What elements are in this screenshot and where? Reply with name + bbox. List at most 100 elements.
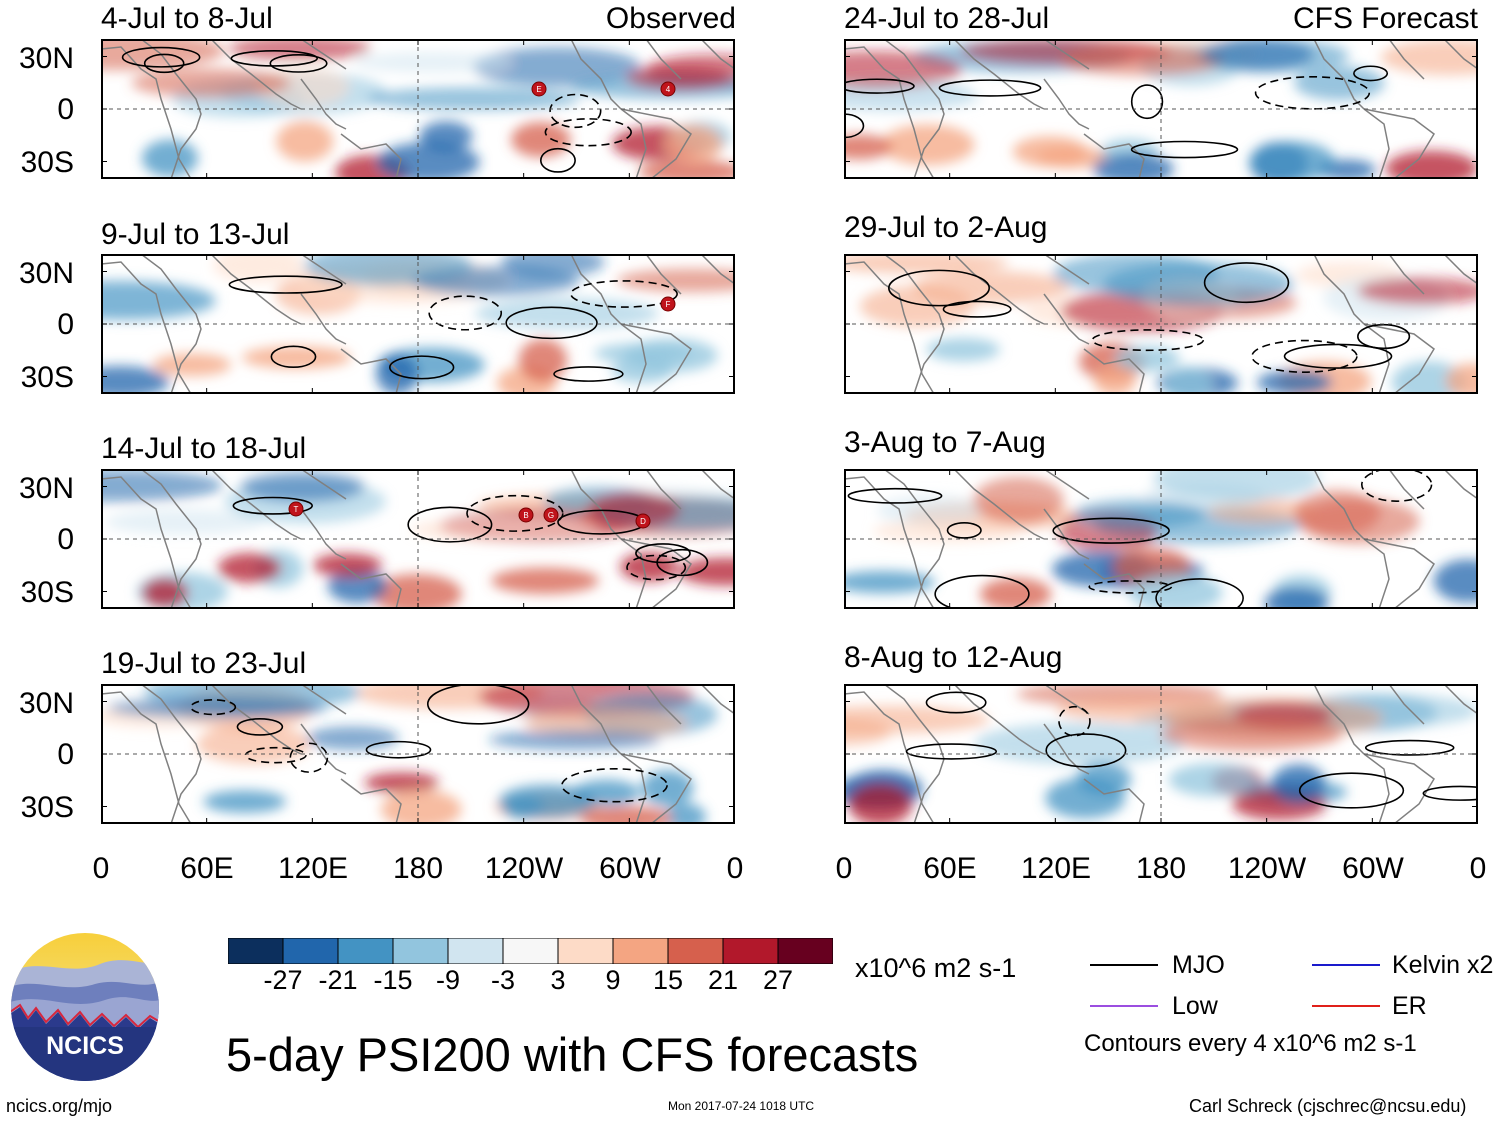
lat-label-30n: 30N (18, 687, 74, 720)
field-blob (498, 784, 596, 819)
field-blob (1202, 39, 1314, 71)
field-blob (474, 297, 660, 330)
field-blob (973, 476, 1064, 524)
field-blob (106, 697, 327, 719)
field-blob (1163, 366, 1213, 394)
field-blob (1060, 44, 1225, 76)
colorbar-tick: -9 (435, 965, 461, 995)
field-blob (353, 51, 513, 73)
coastline (1083, 133, 1145, 179)
contour (1254, 76, 1371, 110)
lon-label: 0 (726, 852, 744, 885)
coastline (645, 254, 682, 295)
field-blob (844, 570, 936, 594)
coastline (700, 254, 735, 285)
coastlines (101, 39, 735, 179)
lon-label: 120E (277, 852, 349, 885)
contour (269, 54, 328, 73)
coastline (883, 469, 945, 609)
coastline (340, 778, 402, 824)
panel-label: Observed (605, 2, 736, 35)
storm-marker: F (660, 296, 676, 312)
storm-label: F (666, 300, 671, 309)
contour (626, 554, 687, 581)
field-blob (276, 121, 334, 162)
coastline (101, 476, 192, 609)
contour (1353, 65, 1389, 82)
colorbar-swatch (667, 938, 724, 964)
lat-label-30n: 30N (18, 42, 74, 75)
mjo-contours (888, 262, 1411, 373)
coastline (953, 684, 1045, 755)
field-blob (844, 254, 1009, 274)
storm-marker: E (531, 81, 547, 97)
contour (121, 46, 201, 68)
legend-line-er (1312, 1005, 1380, 1007)
field-blob (488, 729, 661, 750)
field-blob (141, 139, 198, 178)
colorbar-tick: -15 (373, 965, 413, 995)
panel-label: CFS Forecast (1292, 2, 1478, 35)
mjo-contours (905, 691, 1478, 809)
coastline (140, 254, 202, 394)
lon-label: 0 (835, 852, 853, 885)
colorbar-swatch (282, 938, 339, 964)
colorbar-tick: -27 (263, 965, 303, 995)
map (844, 469, 1478, 609)
contour (228, 275, 343, 294)
field-blob (587, 492, 680, 528)
coastline (1363, 538, 1435, 609)
coastlines (844, 39, 1478, 179)
map (844, 39, 1478, 179)
field-blob (1293, 489, 1381, 536)
coastline (101, 261, 192, 394)
field-blob (312, 553, 383, 578)
coastline (844, 46, 935, 179)
lon-label: 120W (484, 852, 564, 885)
contour (143, 53, 185, 74)
storm-label: E (536, 85, 541, 94)
field-blob (1160, 716, 1343, 752)
field-blob (844, 134, 892, 160)
coastline (1083, 563, 1145, 609)
coastline (300, 684, 347, 715)
field-blob (625, 338, 718, 373)
coastlines (101, 469, 735, 609)
lat-label-30s: 30S (20, 146, 74, 179)
coastline (101, 46, 192, 179)
map-frame (101, 684, 735, 824)
colorbar-swatch (502, 938, 559, 964)
coastline (844, 476, 935, 609)
field-blob (241, 346, 352, 369)
field-blob (665, 803, 706, 824)
ncics-logo: NCICS (10, 932, 160, 1082)
coastline (1388, 469, 1425, 510)
footer-url[interactable]: ncics.org/mjo (6, 1096, 113, 1116)
storm-marker: 4 (660, 81, 676, 97)
contour (466, 494, 564, 532)
field-blob (665, 124, 723, 164)
coastline (340, 348, 402, 394)
coastline (1313, 684, 1365, 755)
field-blob (1433, 559, 1478, 603)
field-blob (1073, 499, 1205, 529)
colorbar-swatch (722, 938, 779, 964)
coastline (210, 254, 302, 325)
colorbar-tick: 3 (550, 965, 566, 995)
coastline (1388, 684, 1425, 725)
contour (230, 50, 318, 67)
coastline (1363, 108, 1435, 179)
field-blob (859, 285, 975, 327)
lat-label-eq: 0 (57, 308, 74, 341)
coastline (570, 469, 622, 540)
contour (1058, 705, 1091, 737)
coastline (570, 684, 622, 755)
coastline (340, 133, 402, 179)
colorbar-tick: -3 (490, 965, 516, 995)
coastline (953, 254, 1045, 325)
contour (1130, 140, 1239, 159)
contour (1203, 262, 1290, 304)
panel-title: 24-Jul to 28-Jul (844, 2, 1050, 35)
contour (1130, 84, 1164, 120)
lat-label-eq: 0 (57, 523, 74, 556)
